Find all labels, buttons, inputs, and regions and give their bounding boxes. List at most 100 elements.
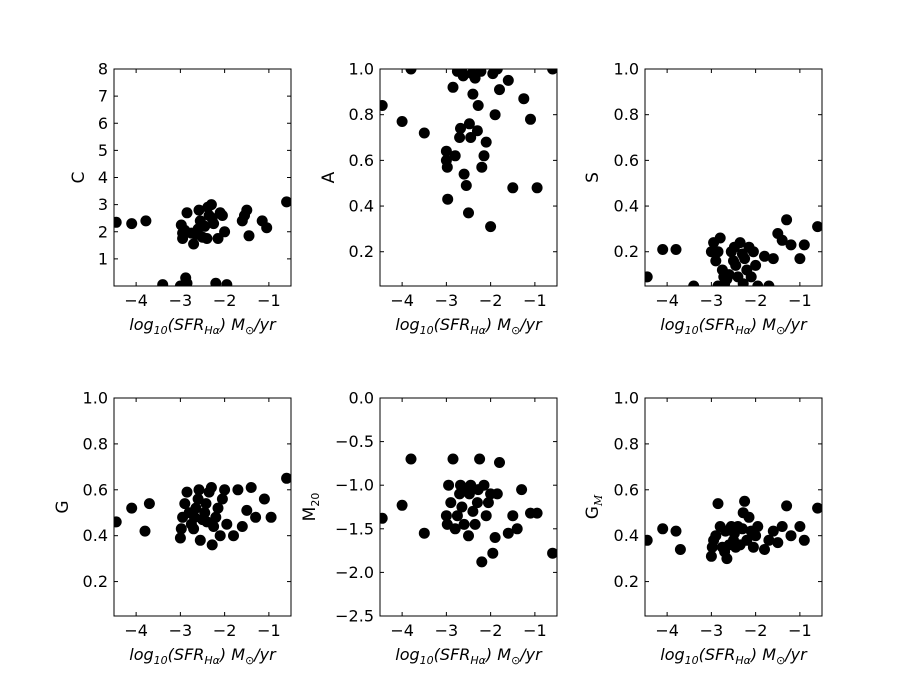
x-tick-label: −2 xyxy=(213,291,237,310)
data-point xyxy=(531,182,543,194)
y-tick-label: 0.2 xyxy=(83,572,108,591)
y-tick-label: 8 xyxy=(98,60,108,79)
data-point xyxy=(114,216,122,228)
y-tick-label: 0.4 xyxy=(83,526,108,545)
data-point xyxy=(730,259,742,271)
data-point xyxy=(250,511,262,523)
data-point xyxy=(210,277,222,286)
x-axis-label: log10(SFRHα) M⊙/yr xyxy=(660,645,808,667)
data-point xyxy=(489,109,501,121)
data-point xyxy=(281,196,291,208)
data-point xyxy=(221,279,233,286)
plot-frame xyxy=(644,68,823,287)
data-point xyxy=(241,504,253,516)
data-point xyxy=(471,497,483,509)
data-point xyxy=(232,484,244,496)
data-point xyxy=(489,532,501,543)
data-point xyxy=(480,510,492,522)
data-point xyxy=(139,525,151,537)
data-point xyxy=(475,69,487,77)
y-tick-label: 3 xyxy=(98,195,108,214)
y-tick-label: 0.0 xyxy=(349,389,374,408)
data-point xyxy=(494,84,505,96)
data-point xyxy=(476,556,488,568)
data-point xyxy=(126,502,138,514)
data-point xyxy=(205,199,217,211)
data-point xyxy=(188,523,200,535)
data-point xyxy=(478,150,490,162)
data-point xyxy=(485,221,497,233)
data-point xyxy=(516,484,528,496)
data-point xyxy=(776,521,788,532)
data-point xyxy=(193,484,205,496)
y-axis-label: G xyxy=(53,500,73,513)
data-point xyxy=(236,521,248,532)
y-tick-label: 1 xyxy=(98,249,108,268)
data-point xyxy=(216,493,228,505)
data-point xyxy=(712,280,724,286)
x-tick-label: −2 xyxy=(479,621,503,640)
data-point xyxy=(200,498,212,510)
data-point xyxy=(458,518,470,530)
plot-frame xyxy=(379,397,558,617)
data-point xyxy=(491,488,503,500)
y-tick-label: 0.8 xyxy=(83,434,108,453)
data-point xyxy=(759,544,770,555)
data-point xyxy=(750,530,762,542)
data-point xyxy=(216,210,228,221)
data-point xyxy=(480,136,492,148)
y-axis-label: C xyxy=(69,172,89,184)
data-point xyxy=(741,534,753,546)
x-tick-label: −4 xyxy=(124,291,148,310)
data-point xyxy=(463,488,475,500)
x-axis-label: log10(SFRHα) M⊙/yr xyxy=(395,645,543,667)
points xyxy=(645,495,822,565)
data-point xyxy=(442,193,454,205)
data-point xyxy=(776,234,788,246)
data-point xyxy=(476,161,488,173)
data-point xyxy=(219,484,231,496)
panel-5: −4 −3 −2 −1 0.0 −0.5 −1.0 −1.5 −2.0 −2.5 M20 log10(… xyxy=(300,389,558,667)
data-point xyxy=(440,510,452,522)
x-axis-label: log10(SFRHα) M⊙/yr xyxy=(660,315,808,337)
data-point xyxy=(737,278,749,286)
data-point xyxy=(798,534,810,546)
data-point xyxy=(467,505,479,517)
data-point xyxy=(781,500,793,512)
data-point xyxy=(474,453,486,465)
data-point xyxy=(469,518,481,530)
data-point xyxy=(798,239,810,251)
data-point xyxy=(812,221,822,233)
x-tick-label: −1 xyxy=(257,621,281,640)
plot-frame xyxy=(113,397,292,617)
data-point xyxy=(206,539,218,551)
x-tick-label: −1 xyxy=(523,291,547,310)
y-axis-label: A xyxy=(319,171,339,183)
x-tick-label: −4 xyxy=(655,621,679,640)
data-point xyxy=(712,246,724,258)
data-point xyxy=(812,502,822,514)
data-point xyxy=(396,499,408,511)
data-point xyxy=(380,512,388,524)
x-tick-label: −1 xyxy=(257,291,281,310)
data-point xyxy=(265,511,277,523)
data-point xyxy=(688,280,700,286)
y-tick-label: 4 xyxy=(98,168,108,187)
data-point xyxy=(418,127,430,139)
x-tick-label: −3 xyxy=(700,621,724,640)
data-point xyxy=(794,521,806,532)
data-point xyxy=(759,250,770,262)
y-tick-label: 1.0 xyxy=(83,389,108,408)
data-point xyxy=(188,238,200,250)
data-point xyxy=(193,204,205,216)
data-point xyxy=(405,453,417,465)
data-point xyxy=(531,507,543,519)
y-tick-label: 0.6 xyxy=(614,151,639,170)
x-tick-label: −4 xyxy=(390,291,414,310)
y-tick-label: 6 xyxy=(98,114,108,133)
data-point xyxy=(785,239,797,251)
data-point xyxy=(471,125,483,137)
data-point xyxy=(785,530,797,542)
